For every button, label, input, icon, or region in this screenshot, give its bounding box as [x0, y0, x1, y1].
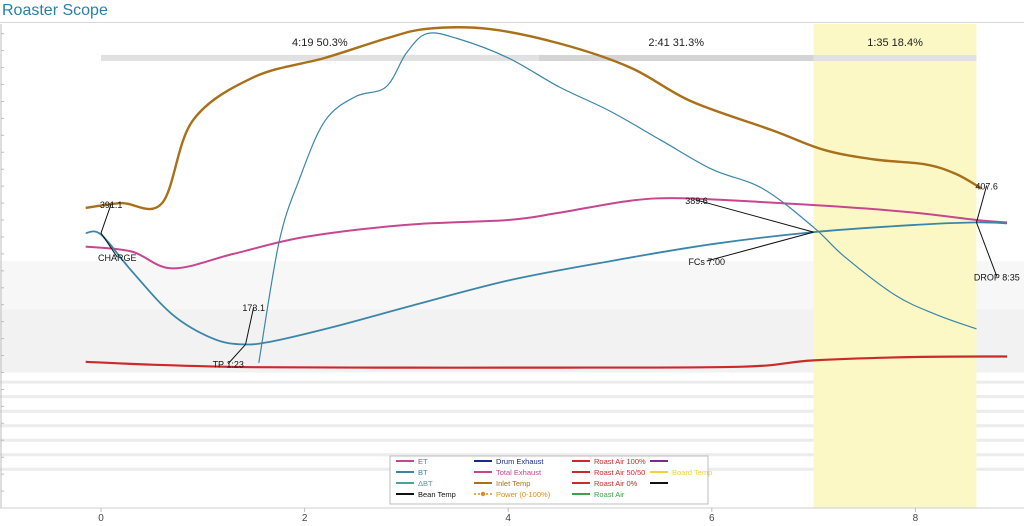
development-phase-fill — [813, 24, 977, 508]
series-roast-air-line — [85, 355, 1008, 369]
annotation-label: FCs 7:00 — [688, 257, 725, 267]
annotation-leader — [975, 185, 988, 223]
legend-label: Board Temp — [672, 468, 712, 477]
legend-label: Roast Air 0% — [594, 479, 638, 488]
app-title: Roaster Scope — [2, 2, 108, 19]
phase-label: 2:41 31.3% — [648, 37, 704, 49]
annotation-label: CHARGE — [98, 253, 137, 263]
annotation-leader — [100, 232, 118, 258]
annotation-label: 389.6 — [685, 196, 708, 206]
legend-label: Inlet Temp — [496, 479, 530, 488]
x-tick-label: 2 — [302, 513, 308, 524]
annotation-leader — [227, 344, 246, 364]
x-tick-label: 0 — [98, 513, 104, 524]
annotation-leader — [245, 306, 255, 345]
series-inlet-temp-line — [85, 26, 983, 211]
series-et-line — [85, 197, 1008, 270]
annotation-leader — [976, 222, 998, 277]
phase-bar — [538, 54, 814, 61]
legend-label: BT — [418, 468, 428, 477]
title-divider — [0, 22, 1024, 23]
legend-label: Roast Air — [594, 490, 625, 499]
phase-label: 4:19 50.3% — [292, 37, 348, 49]
legend-label: Bean Temp — [418, 490, 456, 499]
legend-box — [389, 455, 709, 505]
legend-label: Roast Air 50/50 — [594, 468, 645, 477]
series-bt-line — [258, 32, 977, 363]
x-tick-label: 8 — [913, 513, 919, 524]
legend-label: Roast Air 100% — [594, 457, 646, 466]
x-tick-label: 4 — [505, 513, 511, 524]
legend-label: ΔBT — [418, 479, 433, 488]
annotation-label: 391.1 — [100, 200, 123, 210]
phase-label: 1:35 18.4% — [867, 37, 923, 49]
legend-label: Drum Exhaust — [496, 457, 544, 466]
annotation-label: 173.1 — [242, 303, 265, 313]
annotation-label: DROP 8:35 — [974, 273, 1020, 283]
series-bt-line — [85, 221, 1008, 346]
phase-bar — [813, 54, 977, 61]
x-tick-label: 6 — [709, 513, 715, 524]
annotation-label: TP 1:23 — [213, 360, 244, 370]
annotation-label: 407.6 — [975, 182, 998, 192]
phase-bar — [101, 54, 539, 61]
legend-swatch-dot — [480, 491, 486, 497]
annotation-leader — [706, 231, 814, 262]
legend-label: Power (0-100%) — [496, 490, 551, 499]
legend-label: ET — [418, 457, 428, 466]
legend-label: Total Exhaust — [496, 468, 542, 477]
annotation-leader — [100, 203, 112, 234]
annotation-leader — [696, 199, 814, 233]
